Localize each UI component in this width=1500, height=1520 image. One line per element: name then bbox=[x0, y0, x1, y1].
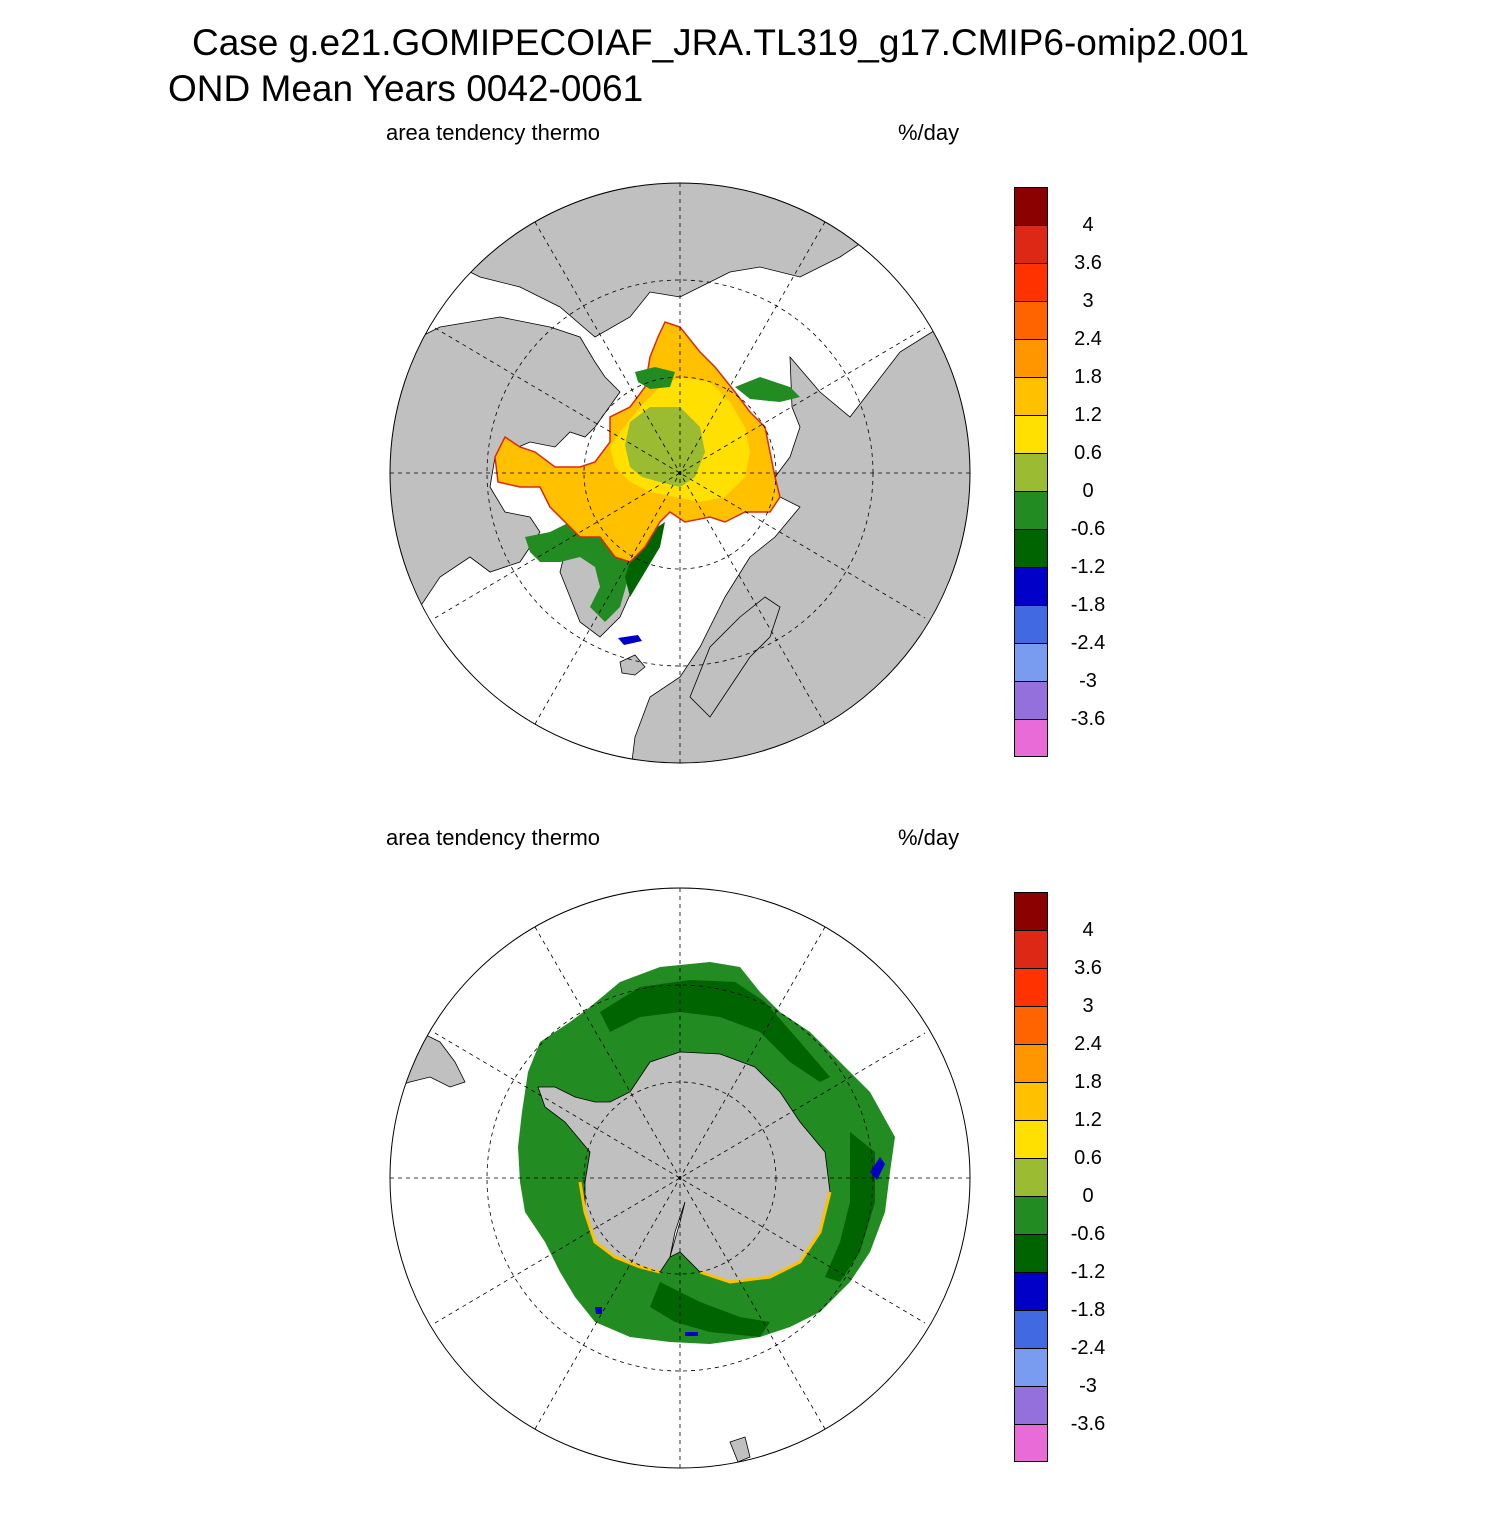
colorbar-swatch bbox=[1014, 719, 1048, 757]
colorbar-swatch bbox=[1014, 301, 1048, 339]
north-map-border bbox=[389, 182, 971, 764]
colorbar-swatch bbox=[1014, 225, 1048, 263]
colorbar-tick-label: 3 bbox=[1082, 995, 1094, 1017]
south-panel-units-label: %/day bbox=[898, 825, 960, 850]
north-panel-variable-label: area tendency thermo bbox=[386, 120, 601, 145]
south-new-zealand-land bbox=[729, 1436, 751, 1463]
colorbar-swatch bbox=[1014, 1120, 1048, 1158]
colorbar-tick-label: 4 bbox=[1082, 214, 1094, 236]
south-map-border bbox=[389, 887, 971, 1469]
north-north-america-land bbox=[390, 316, 621, 638]
colorbar-tick-label: -2.4 bbox=[1070, 1337, 1106, 1359]
colorbar-tick-label: 0.6 bbox=[1074, 442, 1102, 464]
colorbar-tick-label: -3 bbox=[1079, 670, 1097, 692]
colorbar-swatch bbox=[1014, 415, 1048, 453]
colorbar-swatch bbox=[1014, 263, 1048, 301]
north-panel-units-label: %/day bbox=[898, 120, 960, 145]
colorbar-swatch bbox=[1014, 1082, 1048, 1120]
colorbar-tick-label: 1.8 bbox=[1074, 1071, 1102, 1093]
south-graticule bbox=[390, 888, 970, 1468]
colorbar-swatch bbox=[1014, 1006, 1048, 1044]
north-ice-field-bering bbox=[635, 367, 675, 389]
colorbar-tick-label: 0 bbox=[1082, 480, 1094, 502]
south-ice-field-blue-south2 bbox=[685, 1332, 698, 1336]
colorbar-tick-label: 1.2 bbox=[1074, 1109, 1102, 1131]
colorbar-tick-label: -3.6 bbox=[1070, 1413, 1106, 1435]
south-ice-field-blue-south bbox=[595, 1307, 602, 1314]
colorbar-swatch bbox=[1014, 605, 1048, 643]
colorbar-tick-label: -3.6 bbox=[1070, 708, 1106, 730]
colorbar-swatch bbox=[1014, 1272, 1048, 1310]
north-scandinavia-land bbox=[689, 596, 781, 718]
colorbar-swatch bbox=[1014, 1310, 1048, 1348]
colorbar-tick-label: 3.6 bbox=[1074, 252, 1102, 274]
colorbar-swatch bbox=[1014, 1234, 1048, 1272]
colorbar-tick-label: 4 bbox=[1082, 919, 1094, 941]
colorbar-tick-label: -0.6 bbox=[1070, 1223, 1106, 1245]
colorbar-tick-label: 0 bbox=[1082, 1185, 1094, 1207]
south-ice-field-blue-east bbox=[870, 1157, 885, 1180]
north-graticule bbox=[390, 183, 970, 763]
north-colorbar: 4 3.6 3 2.4 1.8 1.2 0.6 0 -0.6 -1.2 -1.8 -2.4 -3 -3.6 bbox=[1014, 187, 1105, 757]
colorbar-tick-label: 1.2 bbox=[1074, 404, 1102, 426]
south-ice-field-dark-green-north bbox=[600, 980, 830, 1082]
colorbar-tick-label: 2.4 bbox=[1074, 1033, 1102, 1055]
colorbar-tick-label: 3.6 bbox=[1074, 957, 1102, 979]
colorbar-tick-label: 0.6 bbox=[1074, 1147, 1102, 1169]
colorbar-tick-label: -2.4 bbox=[1070, 632, 1106, 654]
colorbar-swatch bbox=[1014, 968, 1048, 1006]
colorbar-swatch bbox=[1014, 1348, 1048, 1386]
colorbar-swatch bbox=[1014, 529, 1048, 567]
plot-title-line1: Case g.e21.GOMIPECOIAF_JRA.TL319_g17.CMI… bbox=[192, 22, 1250, 63]
colorbar-swatch bbox=[1014, 453, 1048, 491]
colorbar-swatch bbox=[1014, 1424, 1048, 1462]
south-ice-field-coastal-fringe bbox=[578, 1181, 832, 1284]
colorbar-tick-label: -1.2 bbox=[1070, 556, 1106, 578]
south-ross-ice-shelf bbox=[669, 1201, 686, 1258]
colorbar-swatch bbox=[1014, 930, 1048, 968]
colorbar-swatch bbox=[1014, 491, 1048, 529]
colorbar-swatch bbox=[1014, 567, 1048, 605]
north-polar-panel: area tendency thermo %/day bbox=[0, 115, 1500, 815]
south-panel-variable-label: area tendency thermo bbox=[386, 825, 601, 850]
colorbar-tick-label: -1.8 bbox=[1070, 594, 1106, 616]
south-colorbar: 4 3.6 3 2.4 1.8 1.2 0.6 0 -0.6 -1.2 -1.8 -2.4 -3 -3.6 bbox=[1014, 892, 1105, 1462]
north-polar-map bbox=[389, 182, 971, 764]
north-iceland-land bbox=[619, 654, 646, 676]
south-polar-map bbox=[389, 887, 971, 1469]
colorbar-tick-label: 1.8 bbox=[1074, 366, 1102, 388]
plot-title-line2: OND Mean Years 0042-0061 bbox=[168, 68, 644, 109]
south-polar-panel: area tendency thermo %/day bbox=[0, 820, 1500, 1520]
colorbar-swatch bbox=[1014, 1158, 1048, 1196]
colorbar-tick-label: -0.6 bbox=[1070, 518, 1106, 540]
colorbar-swatch bbox=[1014, 1386, 1048, 1424]
north-ice-field-okhotsk bbox=[735, 377, 800, 402]
colorbar-tick-label: -3 bbox=[1079, 1375, 1097, 1397]
colorbar-swatch bbox=[1014, 1196, 1048, 1234]
south-ice-field-dark-green-east bbox=[825, 1132, 875, 1282]
colorbar-tick-label: 3 bbox=[1082, 290, 1094, 312]
colorbar-tick-label: -1.8 bbox=[1070, 1299, 1106, 1321]
north-ice-field-blue bbox=[618, 635, 642, 645]
north-ice-field-dark-green bbox=[625, 522, 665, 597]
colorbar-swatch bbox=[1014, 643, 1048, 681]
colorbar-tick-label: -1.2 bbox=[1070, 1261, 1106, 1283]
colorbar-swatch bbox=[1014, 377, 1048, 415]
colorbar-swatch bbox=[1014, 339, 1048, 377]
colorbar-swatch bbox=[1014, 892, 1048, 930]
colorbar-tick-label: 2.4 bbox=[1074, 328, 1102, 350]
colorbar-swatch bbox=[1014, 187, 1048, 225]
colorbar-swatch bbox=[1014, 681, 1048, 719]
colorbar-swatch bbox=[1014, 1044, 1048, 1082]
